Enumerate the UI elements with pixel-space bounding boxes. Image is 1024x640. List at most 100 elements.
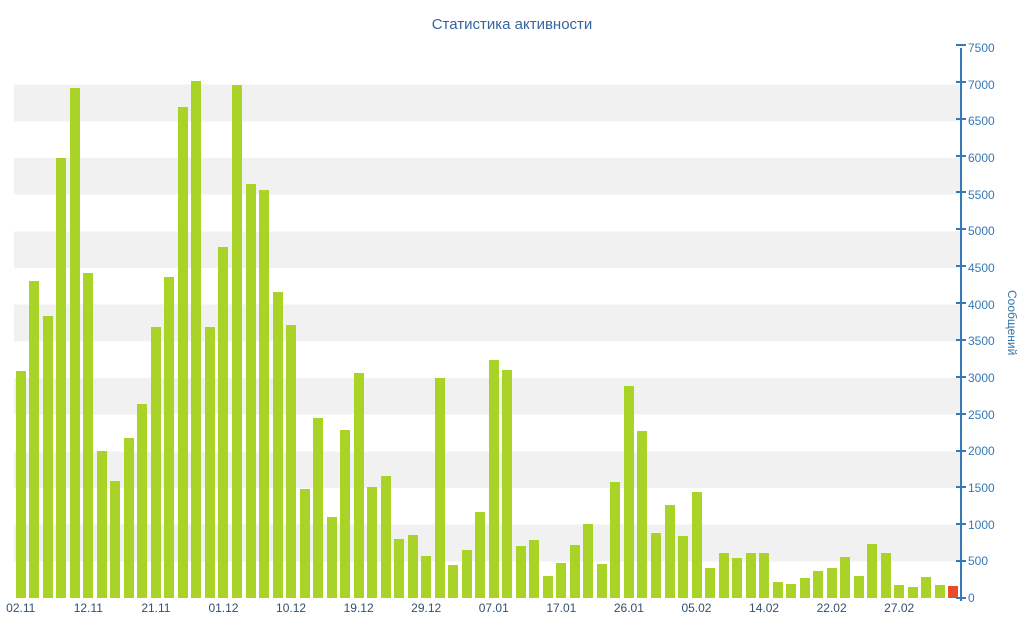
bar-slot (176, 48, 190, 598)
bar-slot (149, 48, 163, 598)
bar[interactable] (745, 553, 756, 598)
bar[interactable] (732, 557, 743, 598)
bar[interactable] (286, 325, 297, 598)
bar[interactable] (326, 517, 337, 598)
bar[interactable] (799, 578, 810, 598)
bar[interactable] (15, 370, 26, 598)
bar[interactable] (840, 556, 851, 598)
bar[interactable] (83, 273, 94, 598)
bar[interactable] (272, 292, 283, 598)
bar[interactable] (772, 581, 783, 598)
bar[interactable] (569, 545, 580, 598)
x-tick-label: 19.12 (343, 601, 374, 615)
y-tick-mark (956, 265, 966, 268)
x-axis-labels: 02.11 12.11 21.11 01.12 10.12 19.12 29.12 07.01… (6, 601, 960, 618)
bar[interactable] (596, 564, 607, 598)
bar[interactable] (475, 512, 486, 598)
bar[interactable] (421, 556, 432, 598)
bar[interactable] (123, 438, 134, 598)
bar[interactable] (110, 480, 121, 598)
bar[interactable] (502, 369, 513, 598)
bar[interactable] (853, 576, 864, 598)
bar[interactable] (610, 482, 621, 598)
bar[interactable] (177, 106, 188, 598)
bar[interactable] (340, 430, 351, 598)
bar[interactable] (245, 183, 256, 598)
bar[interactable] (907, 587, 918, 598)
bar-slot (501, 48, 515, 598)
bar[interactable] (623, 386, 634, 598)
x-tick-label: 22.02 (816, 601, 847, 615)
bar-slot (933, 48, 947, 598)
bar[interactable] (259, 190, 270, 598)
y-axis-line (956, 44, 966, 601)
bar[interactable] (678, 536, 689, 598)
bar[interactable] (299, 489, 310, 598)
bar[interactable] (367, 486, 378, 598)
bar[interactable] (380, 476, 391, 598)
y-tick-mark (956, 597, 966, 599)
bar-slot (865, 48, 879, 598)
bar[interactable] (164, 276, 175, 598)
bar-slot (230, 48, 244, 598)
bar[interactable] (542, 576, 553, 598)
bar[interactable] (921, 576, 932, 598)
bar[interactable] (232, 84, 242, 598)
bar-slot (460, 48, 474, 598)
y-tick-label: 0 (968, 591, 975, 605)
y-tick-mark (956, 560, 966, 563)
x-tick-label: 27.02 (884, 601, 915, 615)
bar-current[interactable] (948, 585, 959, 598)
bar[interactable] (218, 246, 229, 598)
bar[interactable] (515, 545, 526, 598)
bar[interactable] (934, 584, 945, 598)
bar[interactable] (759, 553, 770, 598)
bar-slot (514, 48, 528, 598)
bar[interactable] (96, 451, 107, 598)
bar[interactable] (313, 418, 324, 598)
bar[interactable] (529, 540, 540, 598)
bar[interactable] (894, 584, 905, 598)
bar[interactable] (137, 403, 148, 598)
bar-slot (82, 48, 96, 598)
bar[interactable] (29, 281, 40, 598)
y-tick-mark (956, 154, 966, 157)
bar[interactable] (691, 491, 702, 598)
bar[interactable] (191, 81, 202, 598)
bar-slot (528, 48, 542, 598)
bar[interactable] (880, 553, 891, 598)
y-tick-label: 3500 (968, 334, 995, 349)
bar[interactable] (488, 359, 499, 598)
bar[interactable] (407, 534, 418, 598)
bar[interactable] (394, 539, 405, 598)
bar[interactable] (461, 550, 472, 598)
bar[interactable] (434, 378, 445, 598)
bar[interactable] (718, 553, 729, 598)
bar[interactable] (42, 315, 53, 598)
bar[interactable] (786, 584, 797, 598)
bar[interactable] (448, 565, 459, 598)
bar[interactable] (867, 544, 878, 598)
bar[interactable] (69, 88, 80, 598)
bar[interactable] (204, 326, 215, 598)
bar[interactable] (813, 570, 824, 598)
x-tick-label: 21.11 (141, 601, 171, 615)
bar[interactable] (583, 523, 594, 598)
bar[interactable] (826, 567, 837, 598)
bar[interactable] (650, 532, 661, 598)
bar-slot (920, 48, 934, 598)
bar[interactable] (556, 562, 567, 598)
bar[interactable] (56, 158, 67, 598)
bar[interactable] (353, 372, 364, 598)
bar-slot (338, 48, 352, 598)
bar[interactable] (150, 326, 161, 598)
bar-slot (379, 48, 393, 598)
bar[interactable] (705, 567, 716, 598)
bar-slot (690, 48, 704, 598)
bar[interactable] (664, 504, 675, 598)
y-tick-mark (956, 412, 966, 415)
y-tick-mark (956, 80, 966, 83)
y-tick-label: 6500 (968, 114, 995, 129)
bar[interactable] (637, 430, 648, 598)
